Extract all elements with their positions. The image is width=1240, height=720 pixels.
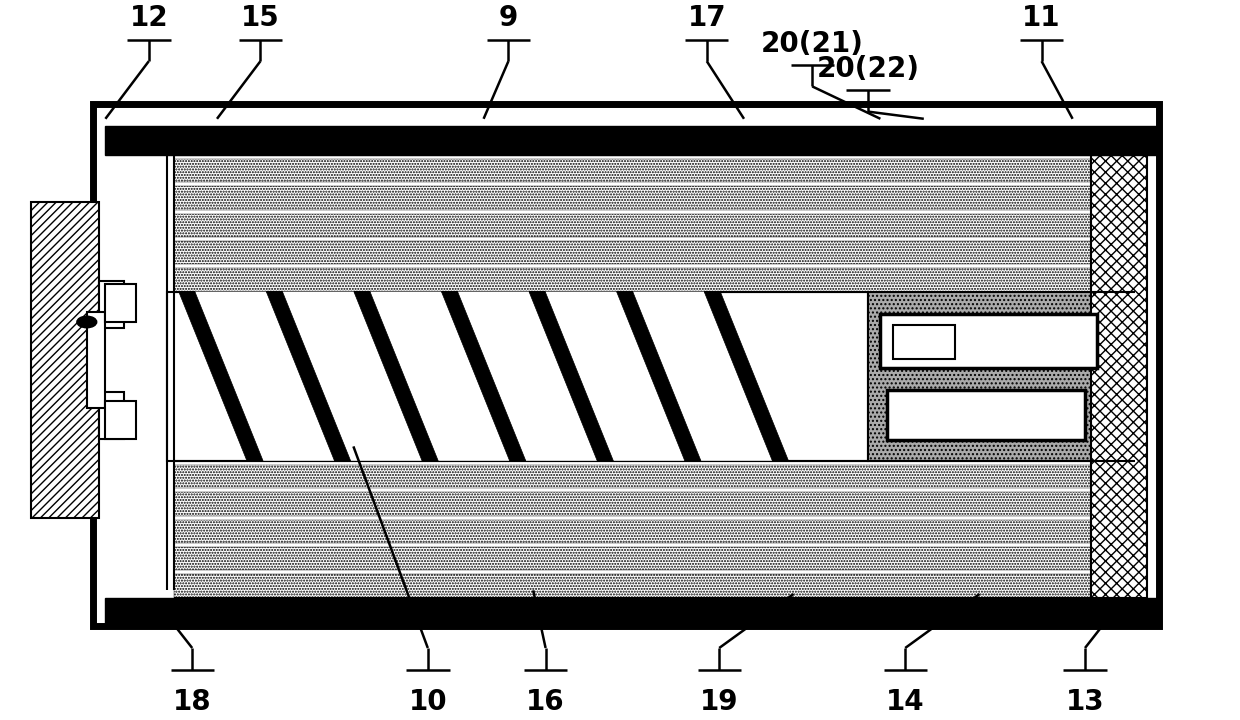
Polygon shape — [529, 292, 614, 461]
Bar — [31, 202, 99, 518]
Text: 17: 17 — [687, 4, 727, 32]
Bar — [174, 465, 1135, 488]
Bar — [1091, 133, 1147, 598]
Text: 20(22): 20(22) — [816, 55, 920, 83]
Bar — [174, 575, 1135, 598]
Text: 20(21): 20(21) — [761, 30, 863, 58]
Bar — [105, 401, 136, 439]
Bar — [174, 214, 1135, 237]
Bar — [105, 126, 1159, 155]
Text: 13: 13 — [1065, 688, 1105, 716]
Bar — [99, 392, 124, 439]
Bar — [893, 325, 955, 359]
Polygon shape — [458, 292, 598, 461]
Polygon shape — [267, 292, 351, 461]
Text: 11: 11 — [1022, 4, 1061, 32]
Bar — [174, 241, 1135, 264]
Polygon shape — [195, 292, 335, 461]
Bar — [174, 186, 1135, 210]
Bar — [174, 159, 1135, 182]
Polygon shape — [353, 292, 438, 461]
Text: 18: 18 — [172, 688, 212, 716]
Bar — [174, 269, 1135, 292]
Bar — [93, 104, 1159, 626]
Bar — [167, 292, 868, 461]
Bar — [174, 547, 1135, 570]
Text: 15: 15 — [241, 4, 280, 32]
Text: 16: 16 — [526, 688, 565, 716]
Bar — [880, 314, 1097, 368]
Bar — [174, 520, 1135, 543]
Text: 9: 9 — [498, 4, 518, 32]
Polygon shape — [179, 292, 263, 461]
Bar — [99, 281, 124, 328]
Text: 19: 19 — [699, 688, 739, 716]
Polygon shape — [370, 292, 510, 461]
Polygon shape — [546, 292, 684, 461]
Text: 10: 10 — [408, 688, 448, 716]
Polygon shape — [704, 292, 789, 461]
Bar — [105, 598, 1159, 626]
Text: 14: 14 — [885, 688, 925, 716]
Polygon shape — [616, 292, 701, 461]
Bar — [167, 292, 868, 461]
Text: 12: 12 — [129, 4, 169, 32]
Bar — [887, 390, 1085, 441]
Bar — [868, 292, 1116, 461]
Bar — [174, 492, 1135, 516]
Circle shape — [77, 316, 97, 328]
Polygon shape — [441, 292, 526, 461]
Bar — [105, 284, 136, 322]
Bar — [87, 312, 105, 408]
Polygon shape — [283, 292, 422, 461]
Polygon shape — [632, 292, 773, 461]
